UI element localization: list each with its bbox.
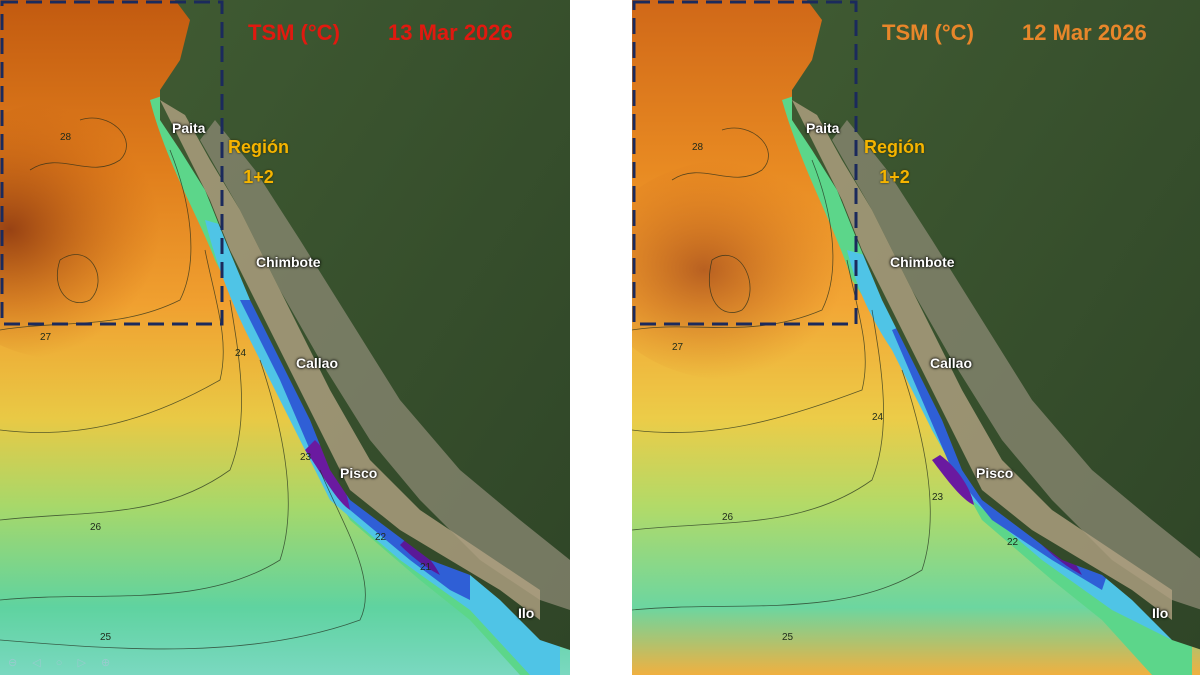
- contour-label-27: 27: [672, 342, 684, 353]
- region-label-line2: 1+2: [879, 167, 910, 187]
- contour-label-28: 28: [692, 142, 704, 153]
- contour-value-labels: 28 27 26 25 24 23 22 21: [40, 132, 432, 643]
- contour-label-23: 23: [300, 452, 312, 463]
- coastal-desert: [792, 100, 1172, 620]
- contour-label-22: 22: [1007, 537, 1019, 548]
- region-label: Región 1+2: [228, 132, 289, 192]
- contour-label-28: 28: [60, 132, 72, 143]
- contour-label-22: 22: [375, 532, 387, 543]
- region-label-line1: Región: [228, 137, 289, 157]
- andes-ridge: [832, 120, 1200, 610]
- andes-ridge: [200, 120, 570, 610]
- cold-core-pisco: [932, 455, 974, 505]
- city-label-paita: Paita: [806, 120, 840, 136]
- city-label-pisco: Pisco: [340, 465, 378, 481]
- warm-core: [0, 100, 220, 360]
- sst-map-panel-right: 28 27 26 25 24 23 22 TSM (°C) 12 Mar 202…: [632, 0, 1200, 675]
- contour-label-24: 24: [235, 348, 247, 359]
- title-date: 12 Mar 2026: [1022, 20, 1147, 45]
- title-variable: TSM (°C): [882, 20, 974, 45]
- contour-label-23: 23: [932, 492, 944, 503]
- contour-lines: [632, 127, 931, 611]
- city-label-pisco: Pisco: [976, 465, 1014, 481]
- coastal-desert: [160, 100, 540, 620]
- cold-core-south: [400, 540, 440, 575]
- region-1-2-box: [0, 0, 224, 326]
- city-label-callao: Callao: [930, 355, 973, 371]
- sst-map-panel-left: 28 27 26 25 24 23 22 21 TSM (°C) 13 Mar …: [0, 0, 570, 675]
- sst-map-left: 28 27 26 25 24 23 22 21: [0, 0, 570, 675]
- contour-label-25: 25: [100, 632, 112, 643]
- cold-core-pisco: [305, 440, 350, 510]
- contour-label-26: 26: [90, 522, 102, 533]
- city-label-paita: Paita: [172, 120, 206, 136]
- contour-label-21: 21: [420, 562, 432, 573]
- city-label-ilo: Ilo: [1152, 605, 1169, 621]
- city-label-callao: Callao: [296, 355, 339, 371]
- region-label-line1: Región: [864, 137, 925, 157]
- contour-label-27: 27: [40, 332, 52, 343]
- contour-value-labels: 28 27 26 25 24 23 22: [672, 142, 1019, 643]
- title-date: 13 Mar 2026: [388, 20, 513, 45]
- region-1-2-box: [632, 0, 858, 326]
- region-label: Región 1+2: [864, 132, 925, 192]
- title-variable: TSM (°C): [248, 20, 340, 45]
- city-label-chimbote: Chimbote: [890, 254, 955, 270]
- contour-label-26: 26: [722, 512, 734, 523]
- city-label-chimbote: Chimbote: [256, 254, 321, 270]
- contour-label-24: 24: [872, 412, 884, 423]
- map-controls: ⊖ ◁ ○ ▷ ⊕: [8, 657, 117, 669]
- sst-map-right: 28 27 26 25 24 23 22: [632, 0, 1200, 675]
- contour-label-25: 25: [782, 632, 794, 643]
- region-label-line2: 1+2: [243, 167, 274, 187]
- city-label-ilo: Ilo: [518, 605, 535, 621]
